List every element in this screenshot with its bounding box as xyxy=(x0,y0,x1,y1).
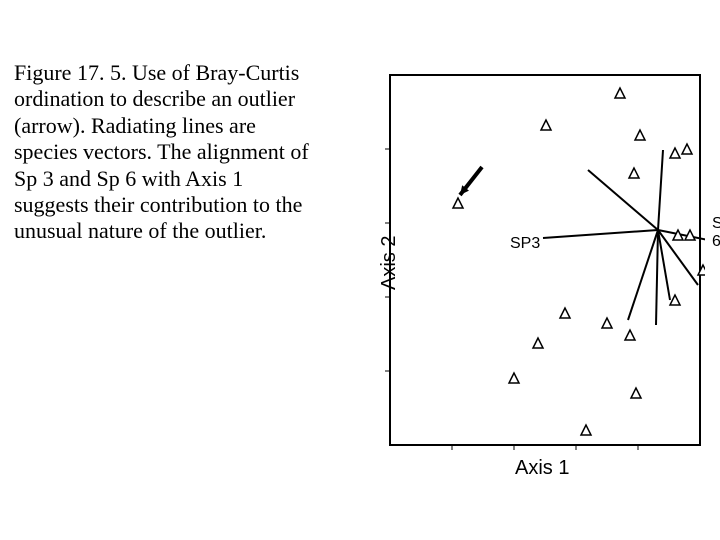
figure-caption: Figure 17. 5. Use of Bray-Curtis ordinat… xyxy=(14,60,314,245)
axis1-label: Axis 1 xyxy=(515,457,569,480)
ordination-plot: SP3 SP 6 Axis 1 Axis 2 xyxy=(360,70,705,490)
plot-svg xyxy=(360,70,705,490)
sp6-label: SP 6 xyxy=(710,215,720,251)
axis2-label: Axis 2 xyxy=(378,236,401,290)
sp3-label: SP3 xyxy=(510,235,540,253)
